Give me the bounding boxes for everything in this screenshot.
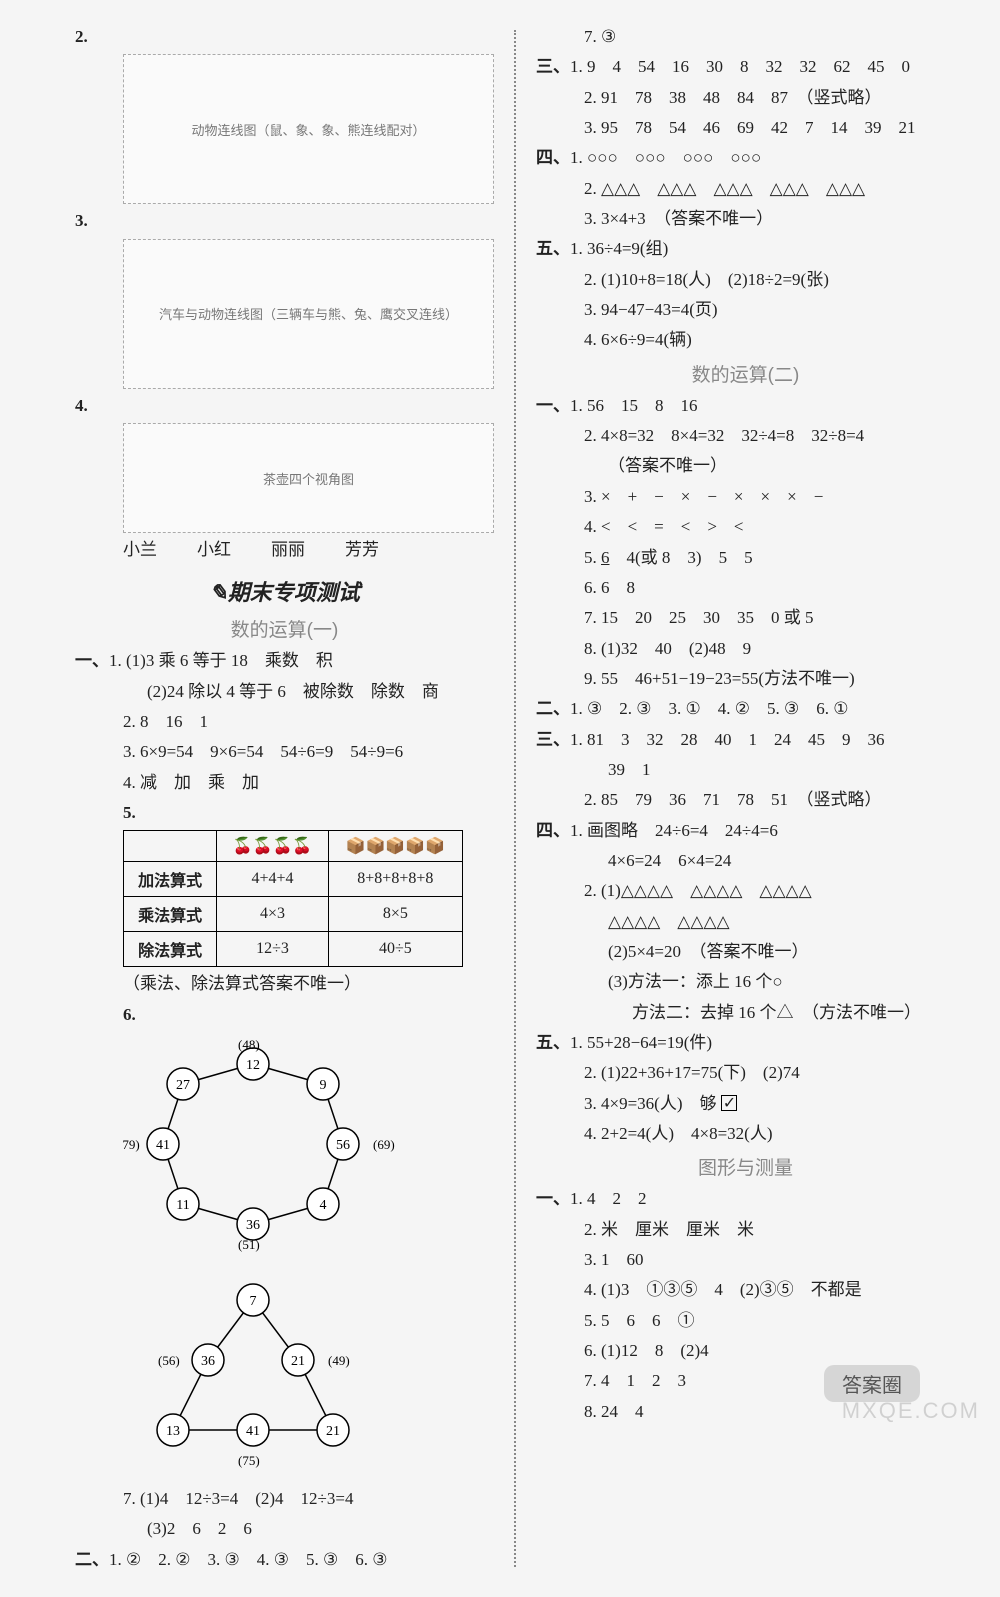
svg-text:13: 13: [166, 1424, 180, 1439]
b4-2b: △△△△ △△△△: [536, 909, 955, 935]
svg-text:(69): (69): [373, 1137, 395, 1152]
svg-text:(56): (56): [158, 1353, 180, 1368]
b4-2d: (3)方法一：添上 16 个○: [536, 969, 955, 995]
s1-6: 6.: [75, 1002, 494, 1028]
r5-1: 五、1. 36÷4=9(组): [536, 236, 955, 262]
svg-text:(75): (75): [238, 1453, 260, 1468]
q4-figure: 茶壶四个视角图: [123, 423, 494, 533]
svg-text:12: 12: [246, 1058, 260, 1073]
b2: 二、1. ③ 2. ③ 3. ① 4. ② 5. ③ 6. ①: [536, 696, 955, 722]
b4-2c: (2)5×4=20 （答案不唯一）: [536, 939, 955, 965]
s1-1a: 一、1. (1)3 乘 6 等于 18 乘数 积: [75, 648, 494, 674]
r5-3: 3. 94−47−43=4(页): [536, 297, 955, 323]
r5-4: 4. 6×6÷9=4(辆): [536, 327, 955, 353]
page-badge: 答案圈: [824, 1365, 920, 1402]
s1-7a: 7. (1)4 12÷3=4 (2)4 12÷3=4: [75, 1486, 494, 1512]
b1-2b: （答案不唯一）: [536, 453, 955, 479]
r5-2: 2. (1)10+8=18(人) (2)18÷2=9(张): [536, 267, 955, 293]
b3-1b: 39 1: [536, 757, 955, 783]
b5-4: 4. 2+2=4(人) 4×8=32(人): [536, 1121, 955, 1147]
svg-text:(48): (48): [238, 1037, 260, 1052]
s1-3: 3. 6×9=54 9×6=54 54÷6=9 54÷9=6: [75, 739, 494, 765]
left-column: 2. 动物连线图（鼠、象、象、熊连线配对） 3. 汽车与动物连线图（三辆车与熊、…: [60, 20, 509, 1577]
banner-title: ✎期末专项测试: [75, 575, 494, 607]
c1-2: 2. 米 厘米 厘米 米: [536, 1217, 955, 1243]
svg-text:(49): (49): [328, 1353, 350, 1368]
s1-1b: (2)24 除以 4 等于 6 被除数 除数 商: [75, 679, 494, 705]
svg-text:41: 41: [246, 1424, 260, 1439]
b3-1a: 三、1. 81 3 32 28 40 1 24 45 9 36: [536, 727, 955, 753]
svg-text:11: 11: [176, 1198, 189, 1213]
s2: 二、1. ② 2. ② 3. ③ 4. ③ 5. ③ 6. ③: [75, 1547, 494, 1573]
q2-figure: 动物连线图（鼠、象、象、熊连线配对）: [123, 54, 494, 204]
b1-8: 8. (1)32 40 (2)48 9: [536, 636, 955, 662]
b1-1: 一、1. 56 15 8 16: [536, 393, 955, 419]
r-7: 7. ③: [536, 24, 955, 50]
graph2: 7 36 (56) 21 (49) 13 41 (75) 21: [123, 1270, 494, 1480]
r3-2: 2. 91 78 38 48 84 87 （竖式略）: [536, 85, 955, 111]
c1-6: 6. (1)12 8 (2)4: [536, 1338, 955, 1364]
svg-text:(51): (51): [238, 1237, 260, 1252]
svg-text:27: 27: [176, 1078, 190, 1093]
subtitle-3: 图形与测量: [536, 1153, 955, 1180]
svg-text:(79): (79): [123, 1137, 140, 1152]
subtitle-1: 数的运算(一): [75, 615, 494, 642]
s1-table-note: （乘法、除法算式答案不唯一）: [75, 971, 494, 997]
right-column: 7. ③ 三、1. 9 4 54 16 30 8 32 32 62 45 0 2…: [521, 20, 970, 1577]
svg-text:4: 4: [320, 1198, 327, 1213]
b5-1: 五、1. 55+28−64=19(件): [536, 1030, 955, 1056]
b1-9: 9. 55 46+51−19−23=55(方法不唯一): [536, 666, 955, 692]
svg-text:21: 21: [326, 1424, 340, 1439]
b1-3: 3. × + − × − × × × −: [536, 484, 955, 510]
b1-2a: 2. 4×8=32 8×4=32 32÷4=8 32÷8=4: [536, 423, 955, 449]
r3-1: 三、1. 9 4 54 16 30 8 32 32 62 45 0: [536, 54, 955, 80]
r3-3: 3. 95 78 54 46 69 42 7 14 39 21: [536, 115, 955, 141]
svg-text:36: 36: [201, 1354, 215, 1369]
svg-text:56: 56: [336, 1138, 350, 1153]
r4-3: 3. 3×4+3 （答案不唯一）: [536, 206, 955, 232]
s1-5: 5.: [75, 800, 494, 826]
q3-label: 3.: [75, 208, 494, 234]
q4-names: 小兰 小红 丽丽 芳芳: [123, 537, 494, 563]
s1-7b: (3)2 6 2 6: [75, 1516, 494, 1542]
watermark: MXQE.COM: [842, 1398, 980, 1424]
s1-table: 🍒🍒🍒🍒 📦📦📦📦📦 加法算式4+4+48+8+8+8+8 乘法算式4×38×5…: [123, 830, 463, 967]
b5-2: 2. (1)22+36+17=75(下) (2)74: [536, 1060, 955, 1086]
subtitle-2: 数的运算(二): [536, 360, 955, 387]
svg-text:7: 7: [250, 1294, 257, 1309]
b4-2e: 方法二：去掉 16 个△ （方法不唯一）: [536, 1000, 955, 1026]
b3-2: 2. 85 79 36 71 78 51 （竖式略）: [536, 787, 955, 813]
q2-label: 2.: [75, 24, 494, 50]
r4-2: 2. △△△ △△△ △△△ △△△ △△△: [536, 176, 955, 202]
s1-4: 4. 减 加 乘 加: [75, 770, 494, 796]
svg-text:41: 41: [156, 1138, 170, 1153]
svg-text:9: 9: [320, 1078, 327, 1093]
q3-figure: 汽车与动物连线图（三辆车与熊、兔、鹰交叉连线）: [123, 239, 494, 389]
c1-1: 一、1. 4 2 2: [536, 1186, 955, 1212]
c1-3: 3. 1 60: [536, 1247, 955, 1273]
r4-1: 四、1. ○○○ ○○○ ○○○ ○○○: [536, 145, 955, 171]
b4-1a: 四、1. 画图略 24÷6=4 24÷4=6: [536, 818, 955, 844]
b4-2a: 2. (1)△△△△ △△△△ △△△△: [536, 878, 955, 904]
b1-6: 6. 6 8: [536, 575, 955, 601]
b5-3: 3. 4×9=36(人) 够: [536, 1091, 955, 1117]
q4-label: 4.: [75, 393, 494, 419]
svg-text:21: 21: [291, 1354, 305, 1369]
c1-5: 5. 5 6 6 ①: [536, 1308, 955, 1334]
b4-1b: 4×6=24 6×4=24: [536, 848, 955, 874]
graph1: 27 12 (48) 9 41 (79) 56 (69) 11 36 (51) 4: [123, 1034, 494, 1264]
c1-4: 4. (1)3 ①③⑤ 4 (2)③⑤ 不都是: [536, 1277, 955, 1303]
b1-7: 7. 15 20 25 30 35 0 或 5: [536, 605, 955, 631]
b1-5: 5. 6 4(或 8 3) 5 5: [536, 545, 955, 571]
b1-4: 4. < < = < > <: [536, 514, 955, 540]
svg-text:36: 36: [246, 1218, 260, 1233]
column-divider: [514, 30, 516, 1567]
s1-2: 2. 8 16 1: [75, 709, 494, 735]
check-icon: [721, 1095, 737, 1111]
